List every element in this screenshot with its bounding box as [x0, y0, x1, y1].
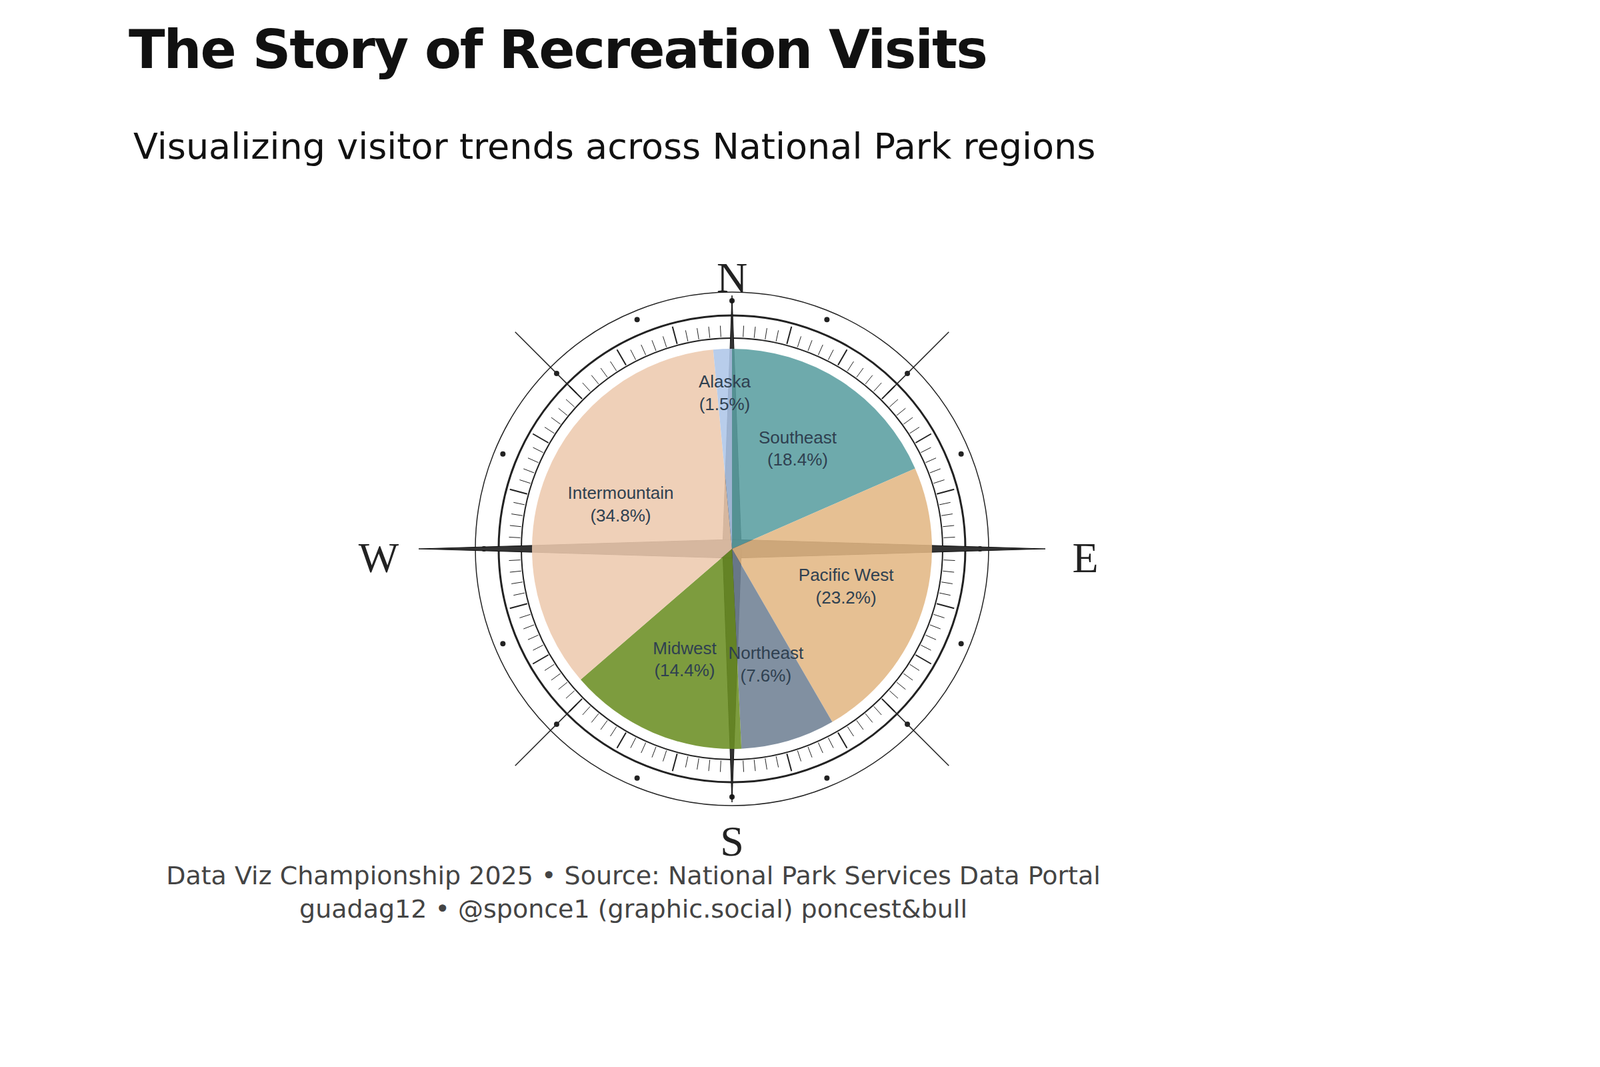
svg-text:E: E [1072, 534, 1098, 582]
svg-text:Midwest(14.4%): Midwest(14.4%) [652, 638, 717, 681]
svg-text:Southeast(18.4%): Southeast(18.4%) [758, 427, 838, 470]
html-text:Data Viz Championship 2025 • S: Data Viz Championship 2025 • Source: Nat… [166, 860, 1101, 890]
svg-text:W: W [358, 534, 400, 582]
svg-text:Intermountain(34.8%): Intermountain(34.8%) [567, 482, 674, 526]
svg-text:S: S [720, 817, 744, 865]
svg-text:Pacific West(23.2%): Pacific West(23.2%) [798, 564, 894, 608]
html-text:guadag12 • @sponce1 (graphic.s: guadag12 • @sponce1 (graphic.social) pon… [299, 894, 968, 924]
html-text:The Story of Recreation Visits: The Story of Recreation Visits [128, 18, 987, 81]
svg-text:Northeast(7.6%): Northeast(7.6%) [728, 642, 804, 686]
html-text:Visualizing visitor trends acr: Visualizing visitor trends across Nation… [133, 125, 1096, 168]
svg-text:N: N [716, 254, 748, 302]
svg-text:Alaska(1.5%): Alaska(1.5%) [698, 371, 752, 414]
